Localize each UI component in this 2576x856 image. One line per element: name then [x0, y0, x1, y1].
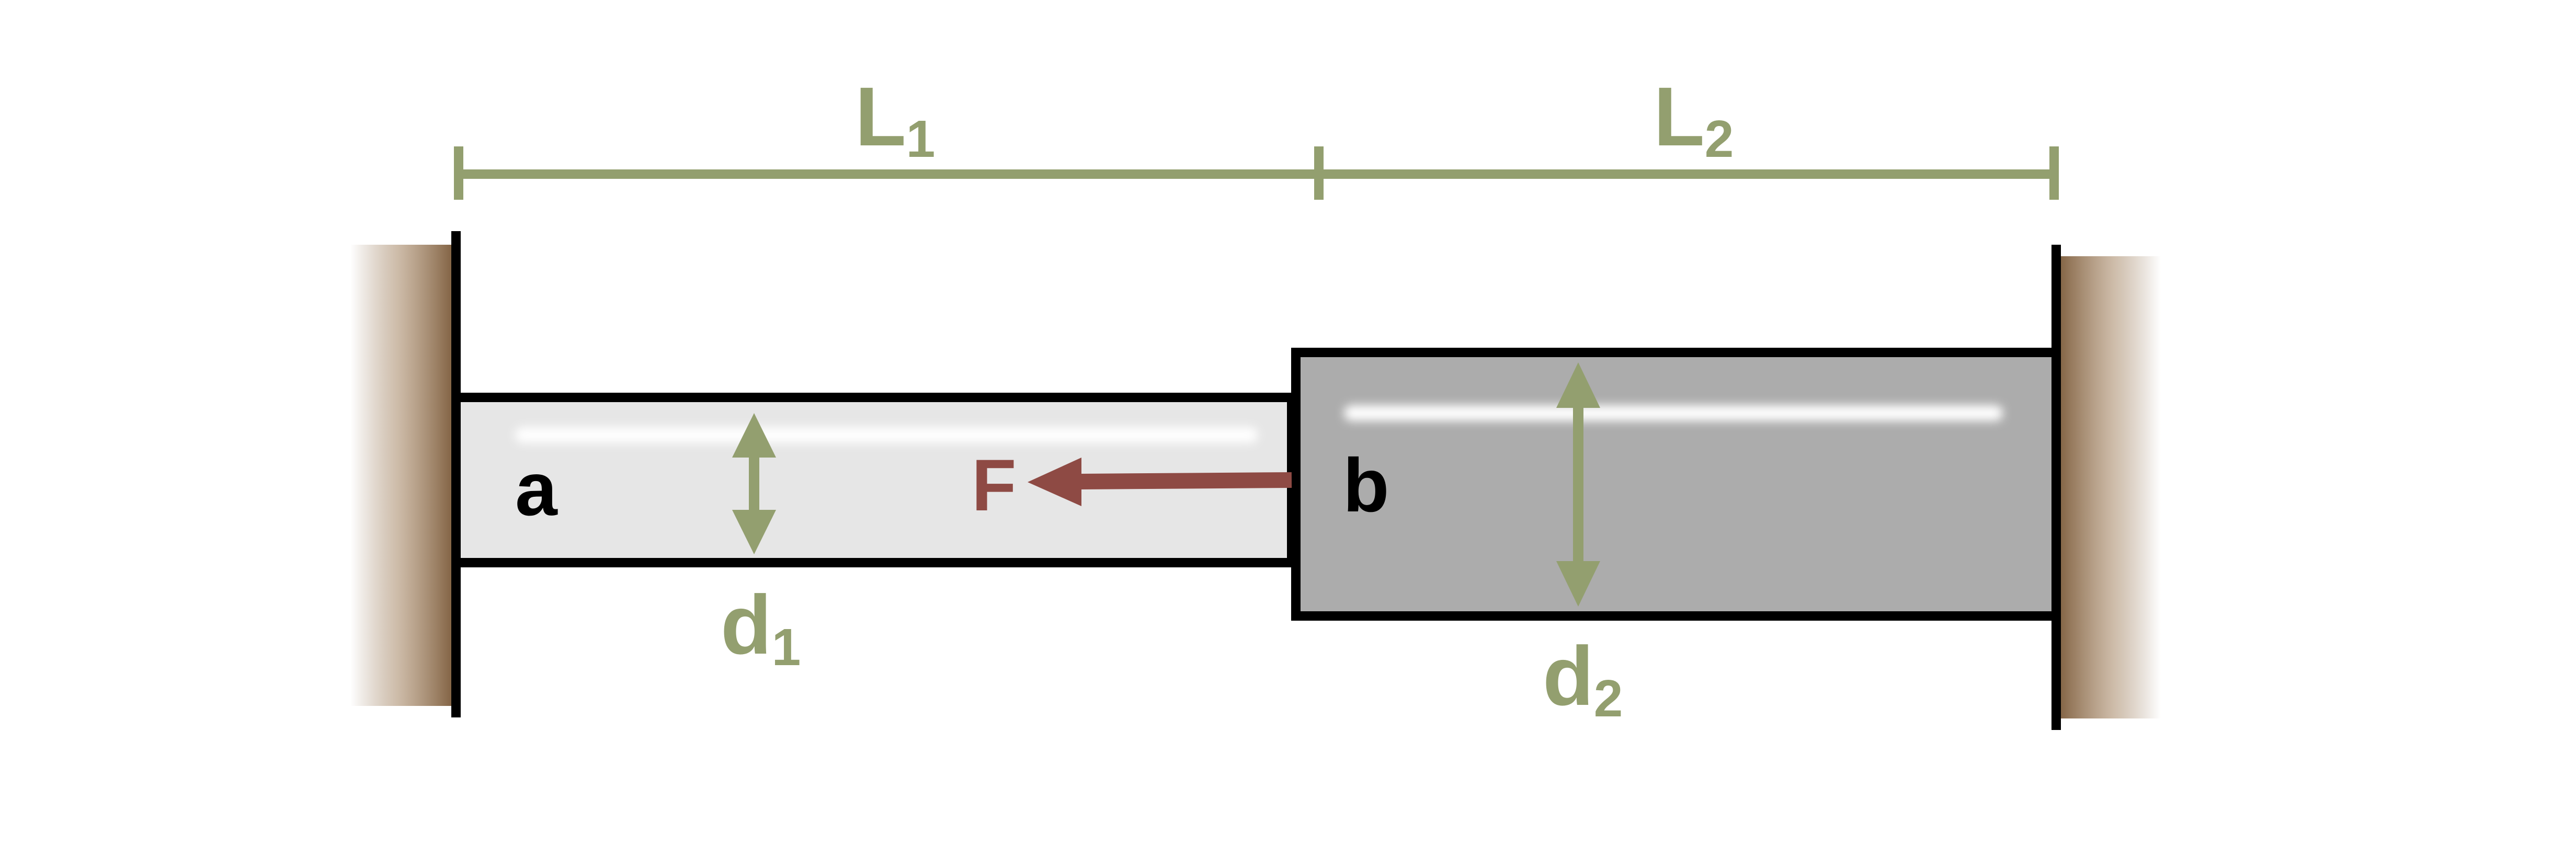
- length-dimension: [454, 146, 2059, 200]
- diameter-d1-head-top: [732, 413, 776, 458]
- rod-b-highlight: [1344, 405, 2003, 421]
- force-arrow-shaft: [1080, 472, 1292, 489]
- length-label-L1-main: L: [855, 70, 906, 163]
- force-arrow-head: [1028, 458, 1081, 506]
- length-label-L1-sub: 1: [906, 110, 936, 168]
- segment-label-b: b: [1343, 443, 1389, 528]
- diameter-label-d2-sub: 2: [1594, 669, 1623, 728]
- diameter-d1-head-bottom: [732, 510, 776, 554]
- diameter-d2-head-bottom: [1556, 561, 1600, 607]
- length-label-L2: L2: [1654, 70, 1734, 168]
- right-wall-support: [2051, 245, 2161, 730]
- rod-b-body: [1291, 348, 2061, 621]
- diameter-label-d1-sub: 1: [772, 618, 801, 677]
- left-wall-support: [350, 231, 461, 717]
- diameter-label-d1-main: d: [721, 578, 772, 671]
- diameter-d2-head-top: [1556, 362, 1600, 408]
- length-label-L2-main: L: [1654, 70, 1705, 163]
- right-wall-hatch: [2056, 256, 2161, 718]
- diameter-arrow-d1: [732, 413, 776, 554]
- diameter-label-d2: d2: [1543, 629, 1623, 728]
- left-wall-hatch: [350, 245, 455, 706]
- force-label: F: [972, 444, 1017, 526]
- diameter-label-d1: d1: [721, 578, 801, 677]
- diameter-arrow-d2: [1556, 362, 1600, 607]
- length-label-L1: L1: [855, 70, 935, 168]
- length-label-L2-sub: 2: [1705, 110, 1734, 168]
- diameter-label-d2-main: d: [1543, 629, 1594, 723]
- rod-segment-b: [1291, 348, 2061, 621]
- force-arrow: [1028, 458, 1292, 506]
- segment-label-a: a: [515, 447, 558, 531]
- rod-a-highlight: [515, 427, 1258, 443]
